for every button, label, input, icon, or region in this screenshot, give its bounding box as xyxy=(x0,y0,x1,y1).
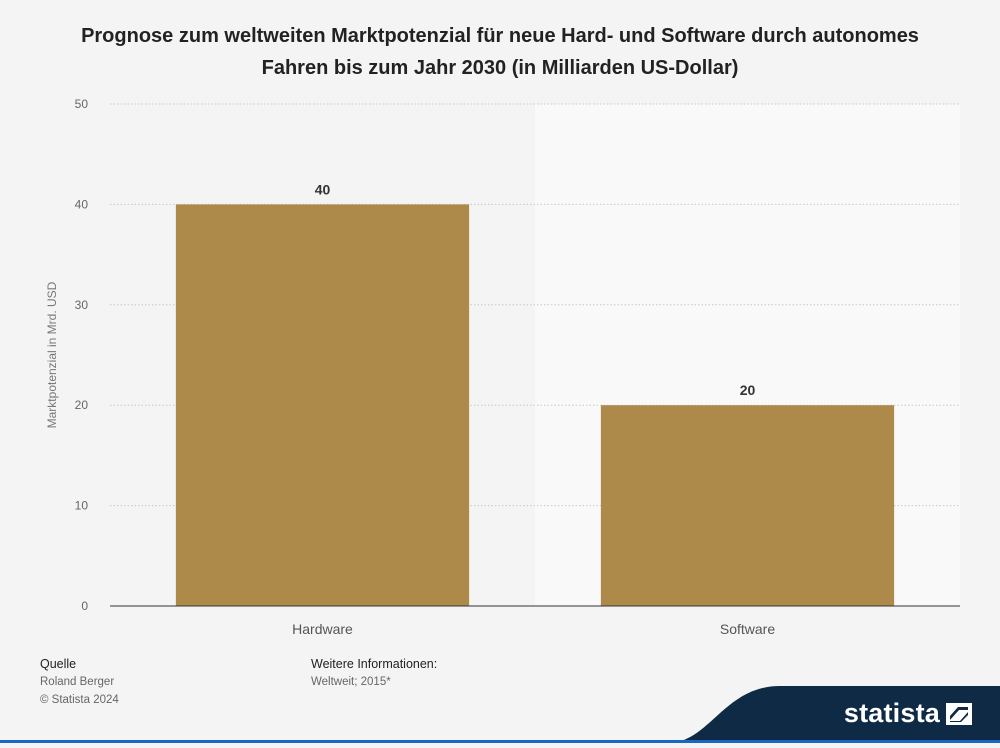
data-label-hardware: 40 xyxy=(315,181,331,197)
x-tick-label-software: Software xyxy=(720,621,775,637)
source-label: Quelle xyxy=(40,657,77,671)
y-tick-label: 40 xyxy=(75,197,89,211)
y-tick-label: 0 xyxy=(81,599,88,613)
x-tick-labels: Hardware Software xyxy=(292,621,775,637)
bar-software[interactable] xyxy=(600,405,895,606)
source-block: Quelle Roland Berger © Statista 2024 xyxy=(40,655,119,709)
statista-logo-icon xyxy=(946,703,972,725)
brand-wave-shape xyxy=(670,686,1000,743)
copyright: © Statista 2024 xyxy=(40,694,119,706)
y-tick-label: 20 xyxy=(75,398,89,412)
data-label-software: 20 xyxy=(740,382,756,398)
x-tick-label-hardware: Hardware xyxy=(292,621,353,637)
info-block: Weitere Informationen: Weltweit; 2015* xyxy=(311,655,437,691)
data-labels: 40 20 xyxy=(315,181,756,398)
y-axis-label: Marktpotenzial in Mrd. USD xyxy=(45,281,59,428)
y-tick-labels: 0 10 20 30 40 50 xyxy=(75,97,89,613)
y-tick-label: 30 xyxy=(75,298,89,312)
bottom-accent-line xyxy=(0,740,1000,743)
statista-logo-text: statista xyxy=(843,698,940,728)
chart-title: Prognose zum weltweiten Marktpotenzial f… xyxy=(81,25,919,79)
bar-hardware[interactable] xyxy=(175,204,470,606)
info-label: Weitere Informationen: xyxy=(311,657,438,671)
statista-brand: statista xyxy=(670,681,1000,743)
info-value: Weltweit; 2015* xyxy=(311,676,391,688)
source-value[interactable]: Roland Berger xyxy=(40,676,115,688)
bars xyxy=(175,204,895,606)
y-tick-label: 10 xyxy=(75,499,89,513)
y-tick-label: 50 xyxy=(75,97,89,111)
bar-chart: 0 10 20 30 40 50 40 20 Hardware Software Marktp… xyxy=(45,97,960,637)
